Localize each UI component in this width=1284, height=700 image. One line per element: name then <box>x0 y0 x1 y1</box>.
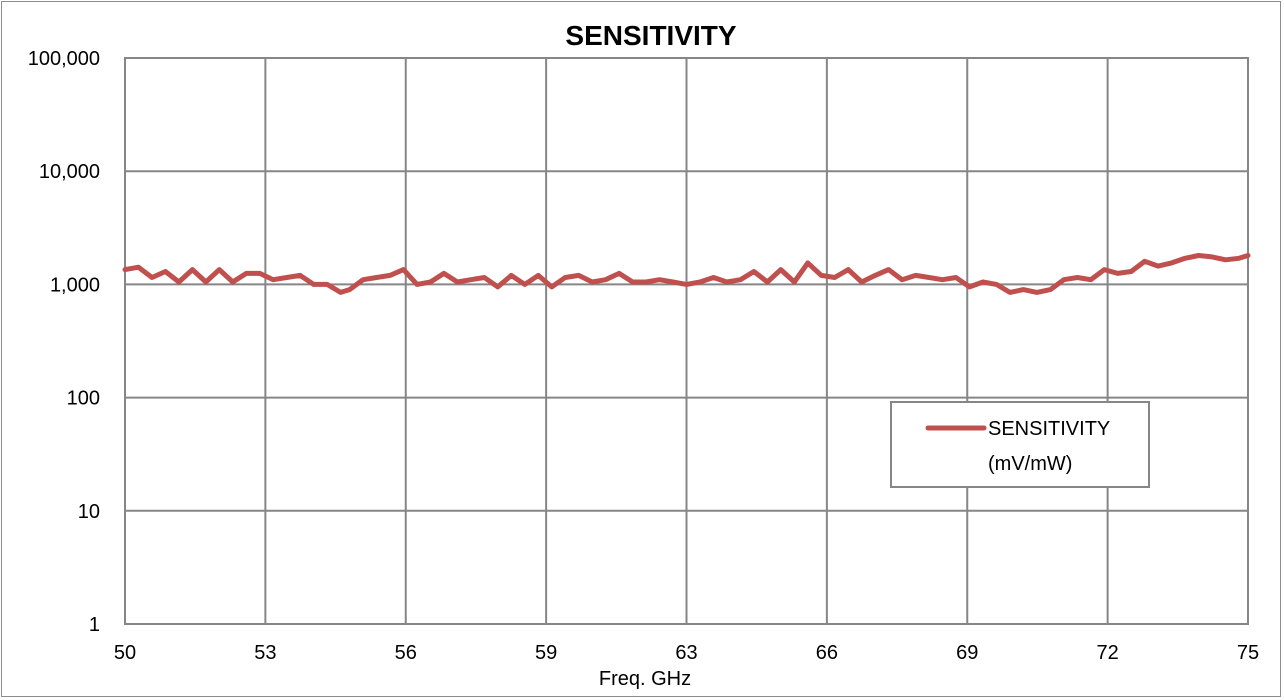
y-tick-label: 100 <box>67 388 100 410</box>
x-tick-label: 66 <box>816 642 838 664</box>
grid-lines <box>124 57 1249 625</box>
x-tick-label: 59 <box>535 642 557 664</box>
x-axis-label: Freq. GHz <box>599 668 691 690</box>
x-tick-label: 53 <box>254 642 276 664</box>
legend-label-line-2: (mV/mW) <box>988 453 1072 475</box>
y-tick-label: 100,000 <box>28 48 100 70</box>
y-axis-ticks: 1 10 100 1,000 10,000 100,000 <box>28 48 100 636</box>
legend-label-line-1: SENSITIVITY <box>988 418 1110 440</box>
legend-box <box>890 401 1150 488</box>
chart-title: SENSITIVITY <box>565 20 736 51</box>
y-tick-label: 1 <box>89 614 100 636</box>
sensitivity-series-line <box>122 253 1251 295</box>
x-tick-label: 50 <box>114 642 136 664</box>
x-tick-label: 56 <box>395 642 417 664</box>
x-tick-label: 63 <box>675 642 697 664</box>
x-tick-label: 75 <box>1237 642 1259 664</box>
x-tick-label: 72 <box>1097 642 1119 664</box>
y-tick-label: 10,000 <box>39 161 100 183</box>
y-tick-label: 1,000 <box>50 274 100 296</box>
x-tick-label: 69 <box>956 642 978 664</box>
plot-area-border <box>124 57 1249 625</box>
legend: SENSITIVITY (mV/mW) <box>890 401 1150 488</box>
x-axis-ticks: 50 53 56 59 63 66 69 72 75 <box>114 642 1259 664</box>
y-tick-label: 10 <box>78 501 100 523</box>
